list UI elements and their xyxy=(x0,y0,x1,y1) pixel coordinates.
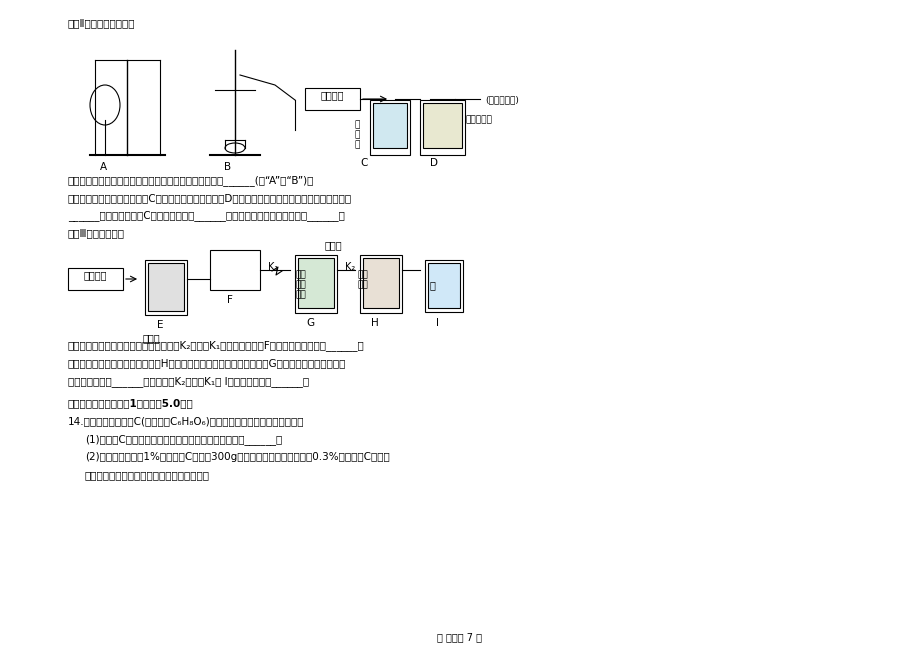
Text: (1)维生素C中碳、氢、氧三种元素质量的最简整数比为______。: (1)维生素C中碳、氢、氧三种元素质量的最简整数比为______。 xyxy=(85,434,282,445)
Text: (2)现有质量分数为1%的维生素C的溶涵300g，欲配制或稀释质量分数为0.3%的维生素C的溶涵: (2)现有质量分数为1%的维生素C的溶涵300g，欲配制或稀释质量分数为0.3%… xyxy=(85,452,390,462)
Text: 分解产物: 分解产物 xyxy=(321,90,344,100)
Bar xyxy=(68,268,123,290)
Bar xyxy=(423,103,461,148)
Text: 探究Ⅱ：蚁酸的分解产物: 探究Ⅱ：蚁酸的分解产物 xyxy=(68,18,135,28)
Bar xyxy=(420,100,464,155)
Text: 14.人体所需的维生素C(化学式为C₆H₈O₆)主要从蔬菜、水果中措取，计算：: 14.人体所需的维生素C(化学式为C₆H₈O₆)主要从蔬菜、水果中措取，计算： xyxy=(68,416,304,426)
Text: 【拓展试验】排尽装置内的空气后，关闭K₂，翻轮K₁，点燃酒精灯，F处玻璃管内的现象：______，: 【拓展试验】排尽装置内的空气后，关闭K₂，翻轮K₁，点燃酒精灯，F处玻璃管内的现… xyxy=(68,340,364,351)
Text: 四、计算题（本大题共1小题，共5.0分）: 四、计算题（本大题共1小题，共5.0分） xyxy=(68,398,194,408)
Text: B: B xyxy=(224,162,232,172)
Text: K₁: K₁ xyxy=(267,262,278,272)
Text: 浓硫酸: 浓硫酸 xyxy=(142,333,161,343)
Text: H: H xyxy=(370,318,379,328)
Bar xyxy=(298,258,334,308)
Bar xyxy=(210,250,260,290)
Text: G: G xyxy=(306,318,313,328)
Bar xyxy=(305,88,359,110)
Text: 氧化铁: 氧化铁 xyxy=(324,240,342,250)
Text: F: F xyxy=(227,295,233,305)
Bar xyxy=(295,255,336,313)
Bar xyxy=(372,103,406,148)
Text: 水: 水 xyxy=(429,280,436,290)
Text: 【设计试验】常温下，在确定条件下加热蚁酸应选择装置______(填“A”或“B”)；: 【设计试验】常温下，在确定条件下加热蚁酸应选择装置______(填“A”或“B”… xyxy=(68,175,314,186)
Bar xyxy=(148,263,184,311)
Bar xyxy=(369,100,410,155)
Text: 冰
和
水: 冰 和 水 xyxy=(355,120,360,150)
Bar xyxy=(359,255,402,313)
Text: 氢化钓溶涵: 氢化钓溶涵 xyxy=(466,115,493,124)
Text: 第 页，共 7 页: 第 页，共 7 页 xyxy=(437,632,482,642)
Bar xyxy=(425,260,462,312)
Text: I: I xyxy=(436,318,439,328)
Text: D: D xyxy=(429,158,437,168)
Text: 分解产物: 分解产物 xyxy=(83,270,107,280)
Bar xyxy=(363,258,399,308)
Bar xyxy=(427,263,460,308)
Text: 濡石
灰水: 濡石 灰水 xyxy=(357,270,369,290)
Text: K₂: K₂ xyxy=(345,262,355,272)
Bar xyxy=(145,260,187,315)
Text: 氢氧
化钓
溶涵: 氢氧 化钓 溶涵 xyxy=(296,270,306,300)
Text: 结论：一氧化碳具有可燃性；此时H处甁内无明显现象，证明二氧化碳在G处被完全吸收，分析该装: 结论：一氧化碳具有可燃性；此时H处甁内无明显现象，证明二氧化碳在G处被完全吸收，… xyxy=(68,358,346,368)
Text: 【进展试验】将分解产物通入C处空头瓶，试验中观察到D处甁内涶天独色沉淠，结论：分解产物中有: 【进展试验】将分解产物通入C处空头瓶，试验中观察到D处甁内涶天独色沉淠，结论：分… xyxy=(68,193,352,203)
Text: A: A xyxy=(99,162,107,172)
Text: 置存在的缺陷：______；然后翻轮K₂，关闭K₁， I处装置的作用是______。: 置存在的缺陷：______；然后翻轮K₂，关闭K₁， I处装置的作用是_____… xyxy=(68,376,309,387)
Text: ______，同时可观察到C处甁内的现象是______，写出蚁酸分解的化学方程式______。: ______，同时可观察到C处甁内的现象是______，写出蚁酸分解的化学方程式… xyxy=(68,210,345,221)
Text: 探究Ⅲ：产物的性质: 探究Ⅲ：产物的性质 xyxy=(68,228,125,238)
Text: (后面装置略): (后面装置略) xyxy=(484,95,518,104)
Text: C: C xyxy=(359,158,367,168)
Text: ，需要加水的质量是多少？（写出计算过程）: ，需要加水的质量是多少？（写出计算过程） xyxy=(85,470,210,480)
Text: E: E xyxy=(156,320,163,330)
